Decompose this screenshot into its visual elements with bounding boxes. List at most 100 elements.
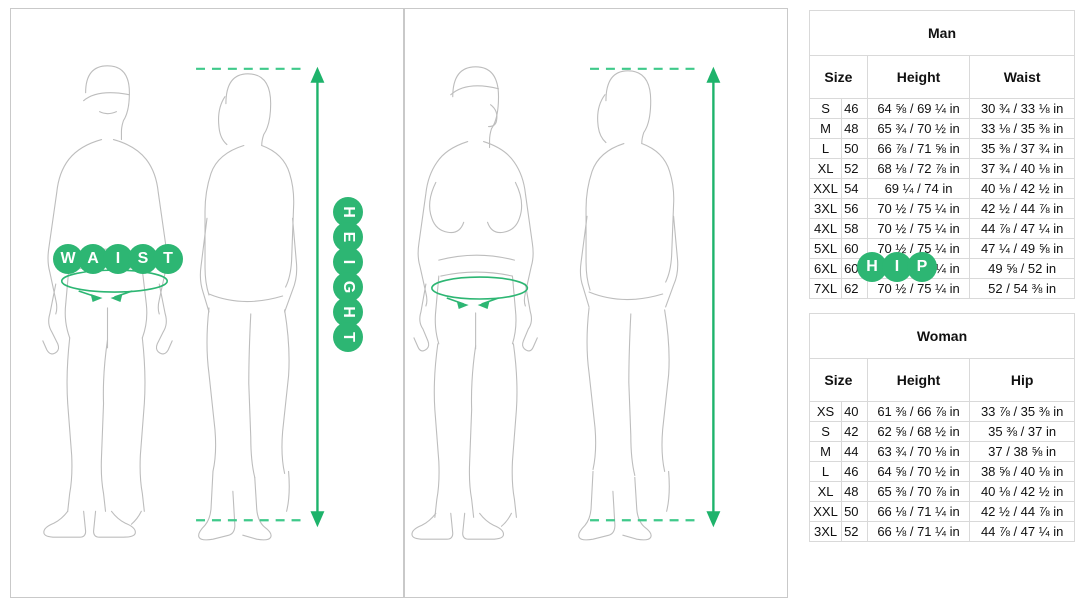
man-header-height: Height	[866, 55, 971, 99]
man-figures-illustration	[42, 65, 298, 541]
woman-cell-size: XXL	[808, 501, 843, 522]
height-arrow-up-icon	[706, 66, 721, 83]
man-cell-height: 68 ⅛ / 72 ⅞ in	[866, 158, 971, 179]
man-cell-size-number: 56	[841, 198, 868, 219]
table-row: L 50 66 ⅞ / 71 ⅝ in 35 ⅜ / 37 ¾ in	[808, 138, 1075, 159]
height-arrow-down-icon	[310, 511, 325, 528]
man-cell-height: 70 ½ / 75 ¼ in	[866, 198, 971, 219]
man-cell-measure: 40 ⅛ / 42 ½ in	[969, 178, 1075, 199]
size-tables-container: Man Size Height Waist S 46 64 ⅝ / 69 ¼ in 30 ¾ …	[808, 10, 1075, 542]
man-cell-measure: 37 ¾ / 40 ⅛ in	[969, 158, 1075, 179]
height-arrow-down-icon	[706, 511, 721, 528]
woman-cell-size-number: 46	[841, 461, 868, 482]
woman-title: Woman	[809, 313, 1075, 359]
table-row: M 44 63 ¾ / 70 ⅛ in 37 / 38 ⅝ in	[808, 441, 1075, 462]
man-cell-size: M	[808, 118, 843, 139]
man-title-row: Man	[809, 10, 1075, 56]
woman-cell-height: 66 ⅛ / 71 ¼ in	[866, 501, 971, 522]
woman-figures-illustration	[411, 66, 679, 541]
man-cell-size-number: 46	[841, 98, 868, 119]
man-cell-height: 70 ½ / 75 ¼ in	[866, 278, 971, 299]
man-cell-height: 69 ¼ / 74 in	[866, 178, 971, 199]
man-cell-size: 4XL	[808, 218, 843, 239]
man-cell-measure: 42 ½ / 44 ⅞ in	[969, 198, 1075, 219]
front-view-female-figure	[411, 66, 538, 540]
man-cell-size: 6XL	[808, 258, 843, 279]
man-cell-height: 66 ⅞ / 71 ⅝ in	[866, 138, 971, 159]
man-cell-size-number: 50	[841, 138, 868, 159]
man-cell-measure: 47 ¼ / 49 ⅝ in	[969, 238, 1075, 259]
woman-cell-measure: 35 ⅜ / 37 in	[969, 421, 1075, 442]
woman-cell-size: S	[808, 421, 843, 442]
table-row: 3XL 56 70 ½ / 75 ¼ in 42 ½ / 44 ⅞ in	[808, 198, 1075, 219]
height-arrow-up-icon	[310, 66, 325, 83]
table-row: XXL 54 69 ¼ / 74 in 40 ⅛ / 42 ½ in	[808, 178, 1075, 199]
waist-arrow-right-icon	[90, 294, 103, 303]
woman-cell-measure: 33 ⅞ / 35 ⅜ in	[969, 401, 1075, 422]
table-row: S 42 62 ⅝ / 68 ½ in 35 ⅜ / 37 in	[808, 421, 1075, 442]
man-cell-size: L	[808, 138, 843, 159]
woman-cell-height: 64 ⅝ / 70 ½ in	[866, 461, 971, 482]
man-cell-size-number: 52	[841, 158, 868, 179]
table-row: 7XL 62 70 ½ / 75 ¼ in 52 / 54 ⅜ in	[808, 278, 1075, 299]
man-table-body: Man Size Height Waist S 46 64 ⅝ / 69 ¼ in 30 ¾ …	[808, 10, 1075, 299]
hip-arrow-right-icon	[456, 301, 469, 309]
woman-cell-size-number: 40	[841, 401, 868, 422]
woman-height-guide	[590, 66, 721, 528]
side-view-male-figure	[198, 73, 298, 541]
man-title: Man	[809, 10, 1075, 56]
table-row: XS 40 61 ⅜ / 66 ⅞ in 33 ⅞ / 35 ⅜ in	[808, 401, 1075, 422]
man-size-table: Man Size Height Waist S 46 64 ⅝ / 69 ¼ in 30 ¾ …	[808, 10, 1075, 299]
man-cell-size: XXL	[808, 178, 843, 199]
woman-cell-size-number: 44	[841, 441, 868, 462]
man-cell-size: XL	[808, 158, 843, 179]
woman-cell-size-number: 42	[841, 421, 868, 442]
woman-cell-measure: 38 ⅝ / 40 ⅛ in	[969, 461, 1075, 482]
man-cell-height: 70 ½ / 75 ¼ in	[866, 218, 971, 239]
woman-size-table: Woman Size Height Hip XS 40 61 ⅜ / 66 ⅞ in 33 ⅞…	[808, 313, 1075, 542]
man-cell-size-number: 48	[841, 118, 868, 139]
man-height-guide	[196, 66, 325, 528]
woman-cell-size-number: 50	[841, 501, 868, 522]
table-row: 5XL 60 70 ½ / 75 ¼ in 47 ¼ / 49 ⅝ in	[808, 238, 1075, 259]
woman-table-body: Woman Size Height Hip XS 40 61 ⅜ / 66 ⅞ in 33 ⅞…	[808, 313, 1075, 542]
man-cell-size: 3XL	[808, 198, 843, 219]
man-cell-measure: 49 ⅝ / 52 in	[969, 258, 1075, 279]
man-cell-size: S	[808, 98, 843, 119]
waist-measure-ellipse	[60, 269, 168, 303]
waist-label-char-4: T	[153, 244, 183, 274]
woman-cell-height: 61 ⅜ / 66 ⅞ in	[866, 401, 971, 422]
height-label-man-char-5: T	[333, 322, 363, 352]
man-header-size: Size	[809, 55, 868, 99]
woman-cell-height: 66 ⅛ / 71 ¼ in	[866, 521, 971, 542]
man-cell-measure: 30 ¾ / 33 ⅛ in	[969, 98, 1075, 119]
man-header-row: Size Height Waist	[809, 55, 1075, 99]
table-row: L 46 64 ⅝ / 70 ½ in 38 ⅝ / 40 ⅛ in	[808, 461, 1075, 482]
man-cell-measure: 33 ⅛ / 35 ⅜ in	[969, 118, 1075, 139]
woman-cell-size: XS	[808, 401, 843, 422]
woman-cell-height: 62 ⅝ / 68 ½ in	[866, 421, 971, 442]
woman-cell-height: 65 ⅜ / 70 ⅞ in	[866, 481, 971, 502]
man-cell-height: 65 ¾ / 70 ½ in	[866, 118, 971, 139]
woman-cell-size-number: 48	[841, 481, 868, 502]
hip-measure-ellipse	[431, 276, 529, 309]
man-cell-size: 7XL	[808, 278, 843, 299]
woman-cell-size: M	[808, 441, 843, 462]
woman-cell-size: L	[808, 461, 843, 482]
woman-cell-measure: 42 ½ / 44 ⅞ in	[969, 501, 1075, 522]
table-row: XL 52 68 ⅛ / 72 ⅞ in 37 ¾ / 40 ⅛ in	[808, 158, 1075, 179]
man-cell-measure: 44 ⅞ / 47 ¼ in	[969, 218, 1075, 239]
woman-cell-size: 3XL	[808, 521, 843, 542]
woman-header-measure: Hip	[969, 358, 1075, 402]
man-cell-height: 64 ⅝ / 69 ¼ in	[866, 98, 971, 119]
table-row: 4XL 58 70 ½ / 75 ¼ in 44 ⅞ / 47 ¼ in	[808, 218, 1075, 239]
hip-arrow-left-icon	[477, 301, 490, 309]
man-cell-size-number: 54	[841, 178, 868, 199]
man-header-measure: Waist	[969, 55, 1075, 99]
